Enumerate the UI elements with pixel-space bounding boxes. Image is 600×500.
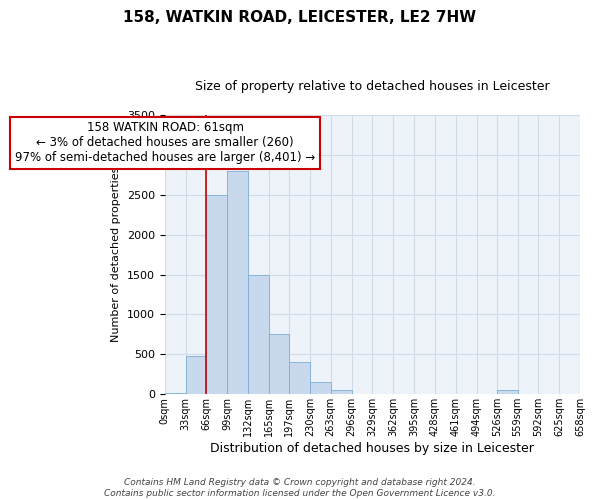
Title: Size of property relative to detached houses in Leicester: Size of property relative to detached ho…: [195, 80, 550, 93]
Y-axis label: Number of detached properties: Number of detached properties: [112, 167, 121, 342]
X-axis label: Distribution of detached houses by size in Leicester: Distribution of detached houses by size …: [211, 442, 535, 455]
Bar: [497, 390, 518, 394]
Bar: [248, 274, 269, 394]
Bar: [269, 334, 289, 394]
Bar: [289, 362, 310, 394]
Text: 158, WATKIN ROAD, LEICESTER, LE2 7HW: 158, WATKIN ROAD, LEICESTER, LE2 7HW: [124, 10, 476, 25]
Text: 158 WATKIN ROAD: 61sqm
← 3% of detached houses are smaller (260)
97% of semi-det: 158 WATKIN ROAD: 61sqm ← 3% of detached …: [15, 122, 315, 164]
Bar: [185, 356, 206, 395]
Bar: [331, 390, 352, 394]
Text: Contains HM Land Registry data © Crown copyright and database right 2024.
Contai: Contains HM Land Registry data © Crown c…: [104, 478, 496, 498]
Bar: [310, 382, 331, 394]
Bar: [206, 195, 227, 394]
Bar: [227, 171, 248, 394]
Bar: [165, 392, 185, 394]
